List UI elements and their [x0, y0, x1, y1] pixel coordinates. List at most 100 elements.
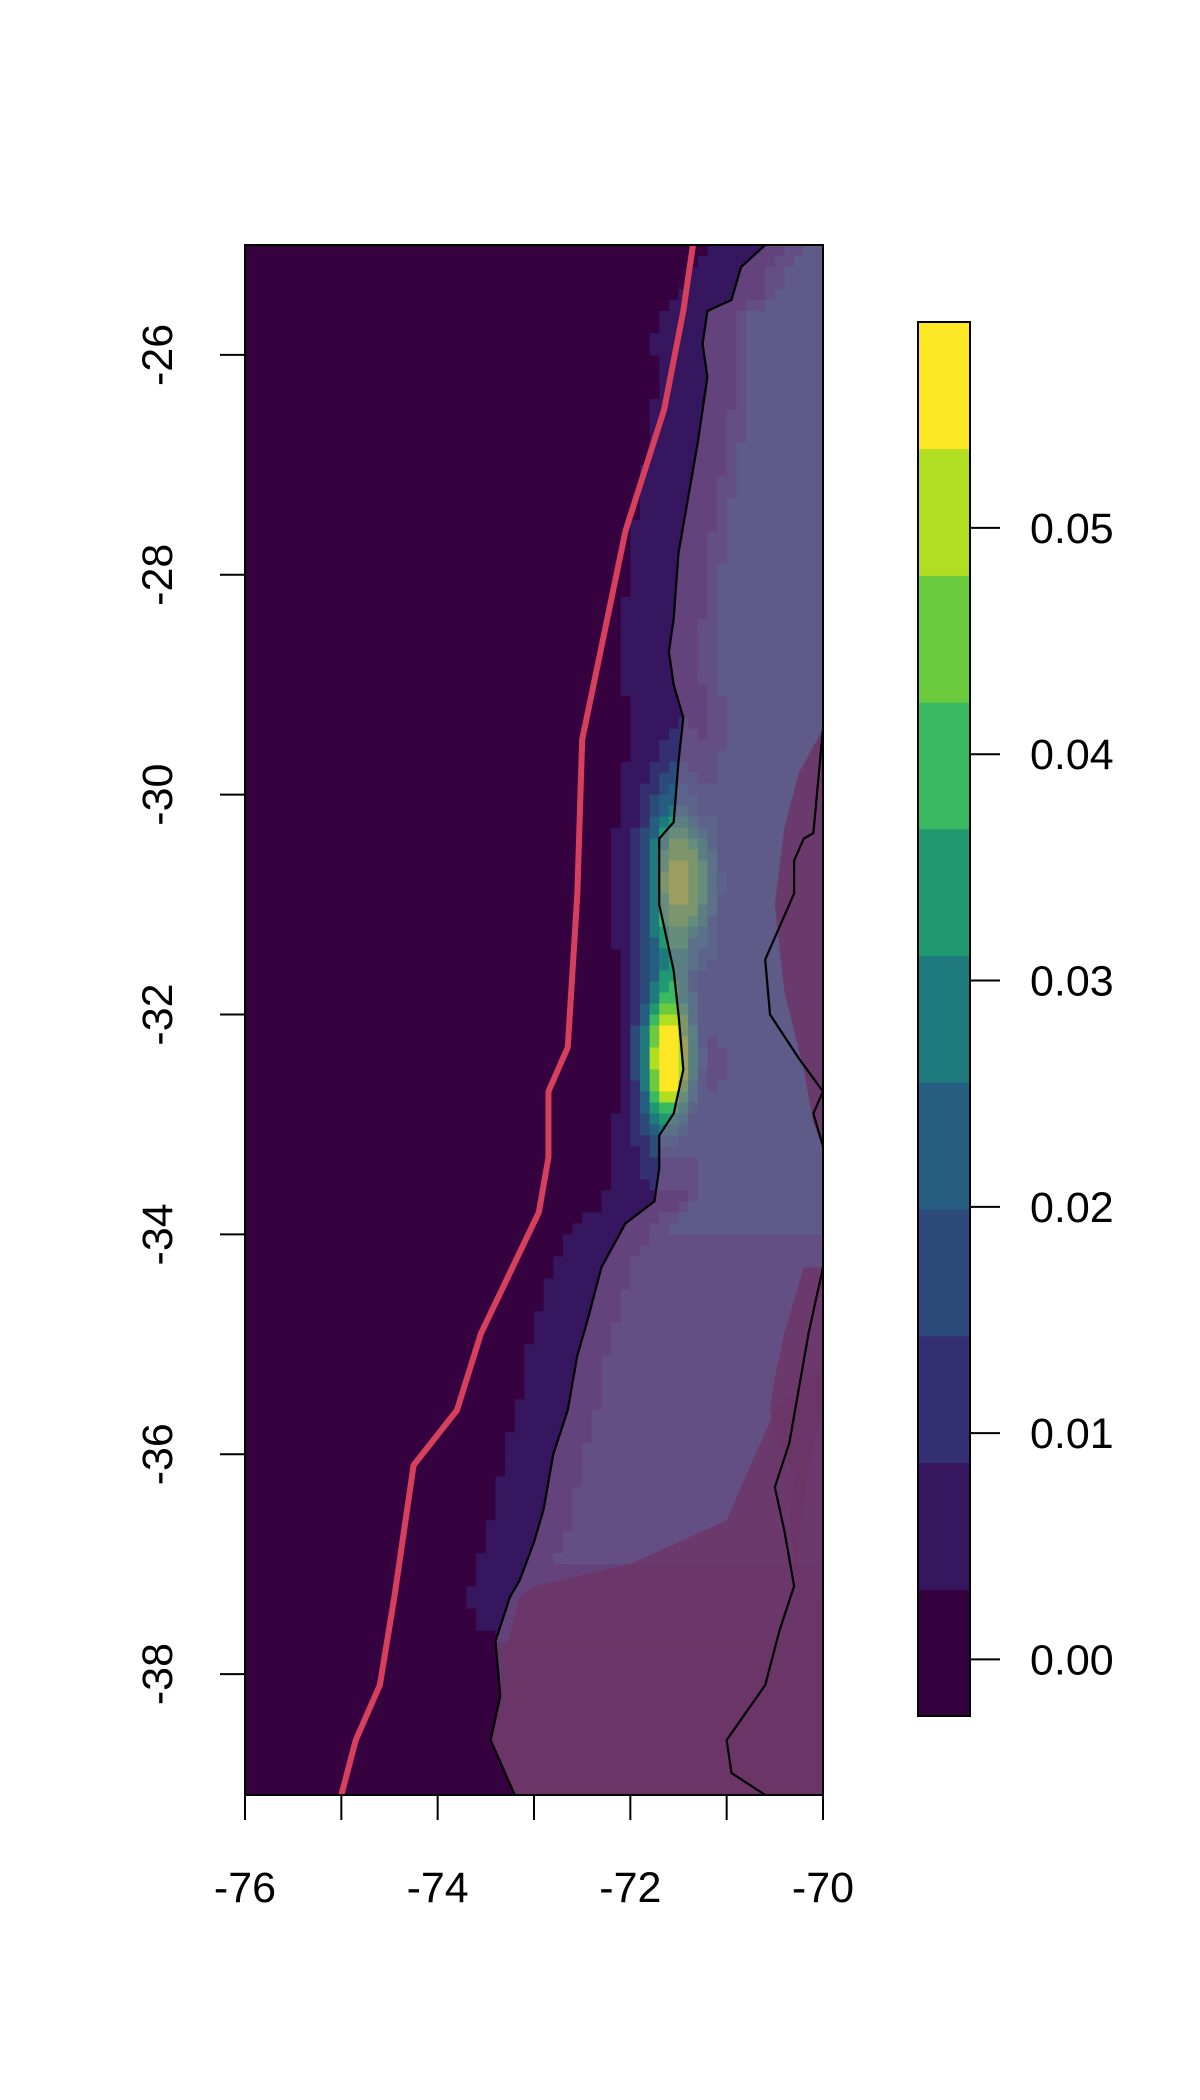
heatmap-cell	[639, 651, 651, 664]
colorbar-swatch	[918, 1335, 970, 1464]
heatmap-cell	[659, 519, 670, 532]
heatmap-cell	[534, 1421, 545, 1433]
colorbar-swatch	[918, 955, 970, 1083]
heatmap-cell	[630, 662, 641, 675]
heatmap-cell	[639, 552, 651, 565]
heatmap-cell	[649, 783, 660, 796]
heatmap-cell	[620, 1146, 631, 1159]
heatmap-cell	[630, 651, 641, 664]
heatmap-cell	[591, 1223, 603, 1235]
heatmap-cell	[620, 684, 631, 697]
heatmap-cell	[649, 409, 660, 422]
heatmap-cell	[726, 266, 737, 279]
heatmap-cell	[639, 849, 651, 862]
heatmap-cell	[611, 1190, 622, 1202]
heatmap-cell	[639, 1003, 651, 1016]
heatmap-cell	[611, 860, 622, 873]
heatmap-cell	[505, 1454, 516, 1466]
heatmap-cell	[659, 805, 670, 818]
heatmap-cell	[534, 1509, 545, 1521]
heatmap-cell	[639, 1157, 651, 1169]
heatmap-cell	[562, 1245, 574, 1257]
heatmap-cell	[534, 1498, 545, 1510]
heatmap-cell	[639, 1025, 651, 1038]
heatmap-cell	[620, 948, 631, 961]
heatmap-cell	[591, 1234, 603, 1246]
heatmap-cell	[659, 739, 670, 752]
heatmap-cell	[630, 1069, 641, 1082]
heatmap-cell	[553, 1410, 564, 1422]
heatmap-cell	[639, 706, 651, 719]
heatmap-cell	[639, 1091, 651, 1104]
heatmap-cell	[572, 1256, 583, 1268]
heatmap-cell	[659, 321, 670, 334]
heatmap-cell	[572, 1289, 583, 1301]
y-tick-label: -34	[134, 1203, 182, 1265]
heatmap-cell	[668, 475, 680, 488]
heatmap-cell	[476, 1586, 487, 1598]
heatmap-cell	[639, 761, 651, 774]
heatmap-cell	[495, 1476, 506, 1488]
heatmap-cell	[707, 277, 718, 290]
heatmap-cell	[495, 1608, 506, 1620]
heatmap-cell	[611, 1124, 622, 1137]
heatmap-cell	[582, 1278, 593, 1290]
heatmap-cell	[678, 354, 689, 367]
heatmap-cell	[562, 1256, 574, 1268]
coastline	[489, 245, 766, 1795]
heatmap-cell	[620, 1124, 631, 1137]
heatmap-cell	[668, 1014, 680, 1027]
heatmap-cell	[659, 695, 670, 708]
heatmap-cell	[534, 1487, 545, 1499]
heatmap-cell	[639, 1124, 651, 1137]
heatmap-cell	[495, 1520, 506, 1532]
heatmap-cell	[697, 299, 708, 312]
heatmap-cell	[543, 1366, 554, 1378]
heatmap-cell	[697, 387, 708, 400]
heatmap-cell	[659, 783, 670, 796]
heatmap-cell	[466, 1586, 477, 1598]
heatmap-cell	[630, 519, 641, 532]
heatmap-cell	[524, 1377, 535, 1389]
heatmap-cell	[553, 1300, 564, 1312]
heatmap-cell	[688, 332, 699, 345]
heatmap-cell	[668, 728, 680, 741]
heatmap-cell	[485, 1575, 497, 1587]
x-axis: -76 -74 -72 -70	[214, 1795, 854, 1912]
heatmap-cell	[582, 1234, 593, 1246]
heatmap-cell	[649, 937, 660, 950]
heatmap-cell	[707, 245, 718, 257]
heatmap-cell	[620, 915, 631, 928]
heatmap-cell	[505, 1465, 516, 1477]
colorbar-swatch	[918, 322, 970, 450]
heatmap-cell	[639, 662, 651, 675]
heatmap-cell	[659, 607, 670, 620]
heatmap-cell	[630, 1146, 641, 1159]
heatmap-cell	[514, 1487, 525, 1499]
heatmap-cell	[678, 420, 689, 433]
heatmap-cell	[611, 838, 622, 851]
heatmap-cell	[707, 266, 718, 279]
heatmap-cell	[543, 1421, 554, 1433]
heatmap-cell	[649, 1124, 660, 1137]
heatmap-cell	[639, 486, 651, 499]
heatmap-cell	[639, 497, 651, 510]
heatmap-cell	[639, 948, 651, 961]
heatmap-cell	[639, 816, 651, 829]
heatmap-cell	[495, 1553, 506, 1565]
heatmap-cell	[649, 794, 660, 807]
heatmap-cell	[649, 1179, 660, 1191]
heatmap-cell	[639, 772, 651, 785]
heatmap-cell	[659, 563, 670, 576]
heatmap-cell	[630, 717, 641, 730]
heatmap-cell	[639, 618, 651, 631]
heatmap-cell	[697, 277, 708, 290]
heatmap-cell	[524, 1410, 535, 1422]
heatmap-cell	[659, 442, 670, 455]
heatmap-cell	[620, 1212, 631, 1224]
heatmap-cell	[514, 1443, 525, 1455]
heatmap-cell	[611, 1201, 622, 1213]
heatmap-cell	[659, 1113, 670, 1126]
heatmap-cell	[620, 1102, 631, 1115]
heatmap-cell	[620, 1091, 631, 1104]
